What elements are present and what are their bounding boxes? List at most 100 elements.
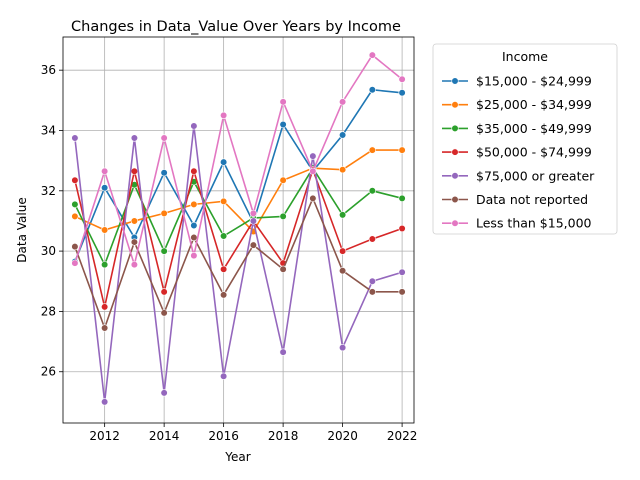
plot-series [71, 51, 406, 406]
legend-label: $25,000 - $34,999 [476, 97, 592, 112]
data-point [398, 288, 406, 296]
series-4 [71, 122, 406, 406]
data-point [71, 200, 79, 208]
legend-item: $75,000 or greater [442, 168, 595, 183]
grid [63, 37, 414, 423]
legend-box [432, 43, 618, 235]
data-point [220, 265, 228, 273]
data-point [160, 389, 168, 397]
data-point [220, 232, 228, 240]
x-axis: 2012 2014 2016 2018 2020 2022 [89, 423, 417, 443]
data-point [339, 344, 347, 352]
data-point [279, 176, 287, 184]
legend-item: $50,000 - $74,999 [442, 145, 592, 160]
x-tick-label: 2014 [149, 429, 180, 443]
y-axis: 26 28 30 32 34 36 [41, 63, 63, 379]
data-point [160, 309, 168, 317]
legend-item: Less than $15,000 [442, 216, 592, 231]
legend-swatch-marker [451, 77, 459, 85]
data-point [398, 194, 406, 202]
data-point [368, 86, 376, 94]
legend-label: $35,000 - $49,999 [476, 121, 592, 136]
data-point [220, 372, 228, 380]
data-point [279, 265, 287, 273]
data-point [220, 111, 228, 120]
data-point [368, 187, 376, 195]
data-point [71, 259, 79, 267]
data-point [160, 169, 168, 177]
data-point [71, 134, 79, 142]
data-point [101, 226, 109, 234]
legend-label: Less than $15,000 [476, 216, 592, 231]
series-line [74, 125, 403, 402]
legend: Income $15,000 - $24,999 $25,000 - $34,99… [432, 43, 618, 235]
data-point [190, 221, 198, 230]
series-line [74, 166, 403, 267]
legend-item: $25,000 - $34,999 [442, 97, 592, 112]
data-point [190, 233, 198, 242]
y-tick-label: 34 [41, 123, 56, 137]
data-point [398, 75, 406, 83]
data-point [101, 167, 109, 175]
data-point [130, 238, 138, 246]
y-tick-label: 30 [41, 244, 56, 258]
data-point [130, 217, 138, 225]
series-line [74, 53, 403, 268]
plot-frame [62, 36, 415, 424]
data-point [368, 146, 376, 154]
data-point [339, 211, 347, 219]
data-point [190, 252, 198, 260]
data-point [190, 122, 198, 130]
legend-item: $15,000 - $24,999 [442, 74, 592, 89]
legend-label: Data not reported [476, 192, 588, 207]
chart-title: Changes in Data_Value Over Years by Inco… [71, 19, 401, 35]
data-point [130, 167, 138, 175]
data-point [190, 167, 198, 175]
legend-swatch-marker [451, 195, 459, 204]
legend-label: $15,000 - $24,999 [476, 74, 592, 89]
data-point [101, 261, 109, 269]
data-point [398, 89, 406, 97]
x-tick-label: 2018 [268, 429, 299, 443]
data-point [71, 176, 79, 184]
data-point [190, 200, 198, 208]
data-point [249, 241, 257, 249]
data-point [309, 152, 317, 160]
legend-item: Data not reported [442, 192, 588, 207]
data-point [130, 134, 138, 142]
data-point [220, 197, 228, 205]
series-line [74, 88, 403, 262]
data-point [398, 224, 406, 233]
data-point [368, 51, 376, 59]
data-point [279, 98, 287, 106]
data-point [279, 212, 287, 221]
data-point [309, 194, 317, 202]
legend-item: $35,000 - $49,999 [442, 121, 592, 136]
data-point [101, 324, 109, 332]
data-point [339, 166, 347, 174]
data-point [398, 268, 406, 276]
legend-swatch-marker [451, 148, 459, 156]
legend-swatch-marker [451, 172, 459, 180]
data-point [101, 303, 109, 311]
x-axis-label: Year [224, 450, 250, 464]
y-axis-label: Data Value [15, 197, 29, 262]
series-line [74, 149, 403, 233]
series-line [74, 167, 403, 308]
y-tick-label: 32 [41, 184, 56, 198]
y-tick-label: 26 [41, 365, 56, 379]
legend-swatch-marker [451, 124, 459, 132]
legend-label: $50,000 - $74,999 [476, 145, 592, 160]
data-point [368, 288, 376, 296]
legend-title: Income [502, 49, 548, 64]
series-6 [71, 51, 406, 269]
data-point [368, 277, 376, 285]
x-tick-label: 2020 [327, 429, 358, 443]
data-point [160, 209, 168, 218]
x-tick-label: 2012 [89, 429, 120, 443]
data-point [279, 120, 287, 129]
x-tick-label: 2022 [387, 429, 418, 443]
data-point [71, 212, 79, 221]
data-point [398, 146, 406, 154]
